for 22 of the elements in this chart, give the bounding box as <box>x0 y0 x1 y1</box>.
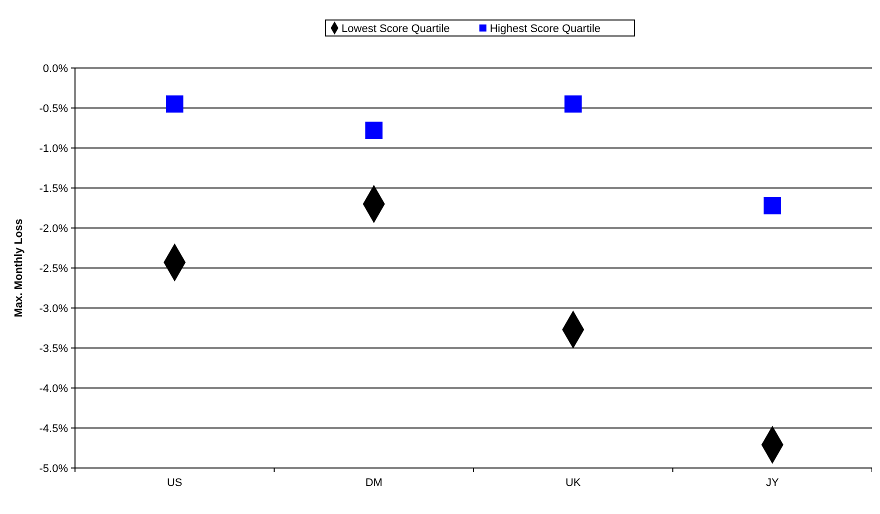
point <box>564 95 582 113</box>
point <box>365 122 383 140</box>
y-tick-label: -1.0% <box>39 142 68 155</box>
y-tick-label: -4.0% <box>39 382 68 395</box>
y-tick-label: -3.5% <box>39 342 68 355</box>
y-tick-label: 0.0% <box>42 62 68 75</box>
y-axis-title: Max. Monthly Loss <box>13 218 25 318</box>
point <box>764 196 782 214</box>
legend-label: Highest Score Quartile <box>490 23 601 35</box>
y-tick-label: -0.5% <box>39 102 68 115</box>
point <box>166 95 184 113</box>
x-tick-label: UK <box>565 477 582 489</box>
y-tick-label: -2.5% <box>39 262 68 275</box>
x-tick-label: DM <box>365 477 382 489</box>
x-tick-label: US <box>166 477 182 489</box>
y-tick-label: -5.0% <box>39 462 68 475</box>
x-tick-label: JY <box>766 477 780 489</box>
y-tick-label: -4.5% <box>39 422 68 435</box>
y-tick-label: -3.0% <box>39 302 68 315</box>
legend-label: Lowest Score Quartile <box>342 23 450 35</box>
y-tick-label: -1.5% <box>39 182 68 195</box>
y-tick-label: -2.0% <box>39 222 68 235</box>
